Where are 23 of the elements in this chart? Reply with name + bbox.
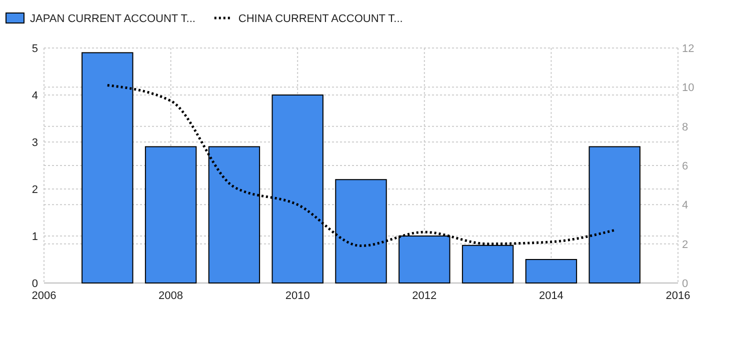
y2-tick-label: 6 <box>682 160 688 172</box>
x-tick-label: 2006 <box>32 290 56 302</box>
bar <box>144 146 197 284</box>
y2-tick-label: 10 <box>682 82 694 94</box>
bar <box>525 259 578 284</box>
x-tick-label: 2008 <box>158 290 184 302</box>
y-tick-label: 5 <box>32 43 38 55</box>
x-tick-label: 2016 <box>666 290 690 302</box>
y-tick-label: 1 <box>32 231 38 243</box>
y-tick-label: 0 <box>32 278 38 290</box>
x-tick-label: 2014 <box>538 290 564 302</box>
y-tick-label: 3 <box>32 137 38 149</box>
y2-tick-label: 4 <box>682 200 688 212</box>
y2-tick-label: 0 <box>682 278 688 290</box>
y2-tick-label: 2 <box>682 238 688 251</box>
y2-tick-label: 12 <box>682 43 694 55</box>
x-tick-label: 2012 <box>412 290 437 302</box>
legend-label: CHINA CURRENT ACCOUNT T... <box>238 13 403 25</box>
y-tick-label: 2 <box>32 184 38 196</box>
y-tick-label: 4 <box>32 90 38 102</box>
legend-label: JAPAN CURRENT ACCOUNT T... <box>30 13 196 25</box>
x-tick-label: 2010 <box>285 290 310 302</box>
y2-tick-label: 8 <box>682 121 688 134</box>
